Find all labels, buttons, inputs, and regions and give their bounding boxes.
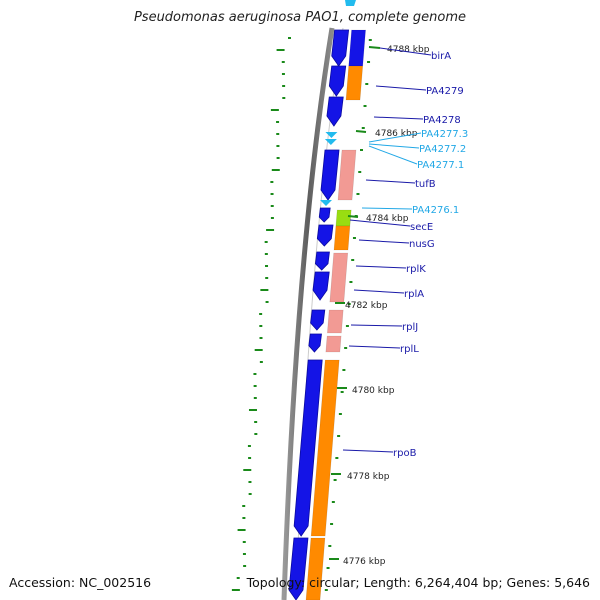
gene-label-text: PA4278	[423, 115, 461, 126]
cds-arrow	[318, 207, 331, 223]
cds-arrow	[312, 271, 330, 301]
feature-block	[327, 309, 344, 334]
gene-label-rpoB[interactable]: rpoB	[342, 448, 417, 459]
kbp-label: 4776 kbp	[343, 557, 386, 567]
cds-arrow	[320, 149, 340, 201]
gene-label-rplA[interactable]: rplA	[353, 289, 424, 300]
genome-title: Pseudomonas aeruginosa PAO1, complete ge…	[133, 10, 467, 25]
feature-block	[333, 225, 351, 251]
feature-block	[335, 209, 352, 227]
gene-label-text: PA4277.2	[419, 144, 466, 155]
kbp-tick-4776: 4776 kbp	[329, 557, 386, 567]
kbp-tick-4778: 4778 kbp	[331, 472, 390, 482]
kbp-tick-4786: 4786 kbp	[355, 129, 418, 139]
gene-label-rplK[interactable]: rplK	[355, 264, 426, 275]
gene-label-text: rpoB	[393, 448, 417, 459]
gene-label-text: PA4277.3	[421, 129, 468, 140]
kbp-tick-4784: 4784 kbp	[347, 214, 409, 224]
cds-arrow	[326, 96, 344, 127]
gene-label-PA4277.3[interactable]: PA4277.3	[368, 129, 468, 143]
kbp-tick-4788: 4788 kbp	[368, 45, 430, 55]
gene-label-birA[interactable]: birA	[379, 47, 451, 62]
kbp-label: 4778 kbp	[347, 472, 390, 482]
gene-label-text: PA4276.1	[412, 205, 459, 216]
feature-block	[310, 359, 340, 537]
gene-label-PA4276.1[interactable]: PA4276.1	[361, 205, 459, 216]
gene-label-text: nusG	[409, 239, 435, 250]
feature-block	[345, 65, 364, 101]
kbp-label: 4786 kbp	[375, 129, 418, 139]
kbp-label: 4784 kbp	[366, 214, 409, 224]
cds-arrow	[310, 309, 326, 331]
cds-arrow	[316, 224, 334, 247]
kbp-label: 4782 kbp	[345, 301, 388, 311]
gene-label-PA4278[interactable]: PA4278	[373, 115, 461, 126]
gene-label-text: PA4277.1	[417, 160, 464, 171]
cds-arrow-partial	[345, 0, 356, 6]
kbp-label: 4788 kbp	[387, 45, 430, 55]
kbp-tick-4780: 4780 kbp	[337, 386, 395, 396]
gene-label-text: rplA	[404, 289, 424, 300]
cds-arrow	[331, 29, 350, 67]
gene-label-text: tufB	[415, 179, 436, 190]
gene-label-nusG[interactable]: nusG	[358, 239, 435, 250]
kbp-tick-4782: 4782 kbp	[335, 301, 388, 311]
gene-label-rplL[interactable]: rplL	[348, 344, 419, 355]
cds-arrow	[288, 537, 309, 600]
genome-backbone	[281, 27, 335, 600]
gene-label-text: rplL	[400, 344, 419, 355]
gene-label-text: rplK	[406, 264, 426, 275]
feature-block	[348, 29, 366, 67]
trna-arrow	[324, 139, 337, 145]
cds-arrow	[308, 333, 322, 353]
accession-text: Accession: NC_002516	[9, 575, 152, 590]
cds-arrow	[293, 359, 323, 537]
gene-label-text: rplJ	[402, 322, 418, 333]
gene-label-rplJ[interactable]: rplJ	[350, 322, 418, 333]
trna-arrow	[320, 200, 332, 206]
trna-arrow	[325, 132, 338, 138]
feature-block	[337, 149, 357, 201]
feature-block	[329, 252, 349, 303]
gene-label-PA4279[interactable]: PA4279	[375, 85, 464, 97]
cds-arrow	[328, 65, 347, 97]
feature-block	[305, 537, 326, 600]
gene-label-text: PA4279	[426, 86, 464, 97]
gene-label-tufB[interactable]: tufB	[365, 179, 436, 190]
feature-block	[325, 335, 342, 353]
gene-label-text: secE	[410, 222, 433, 233]
gene-label-text: birA	[431, 51, 451, 62]
gene-label-PA4277.1[interactable]: PA4277.1	[368, 145, 464, 171]
kbp-label: 4780 kbp	[352, 386, 395, 396]
topology-text: Topology: circular; Length: 6,264,404 bp…	[246, 575, 590, 590]
gene-label-PA4277.2[interactable]: PA4277.2	[368, 143, 466, 155]
cds-arrow	[314, 251, 330, 271]
gene-label-secE[interactable]: secE	[349, 219, 433, 233]
